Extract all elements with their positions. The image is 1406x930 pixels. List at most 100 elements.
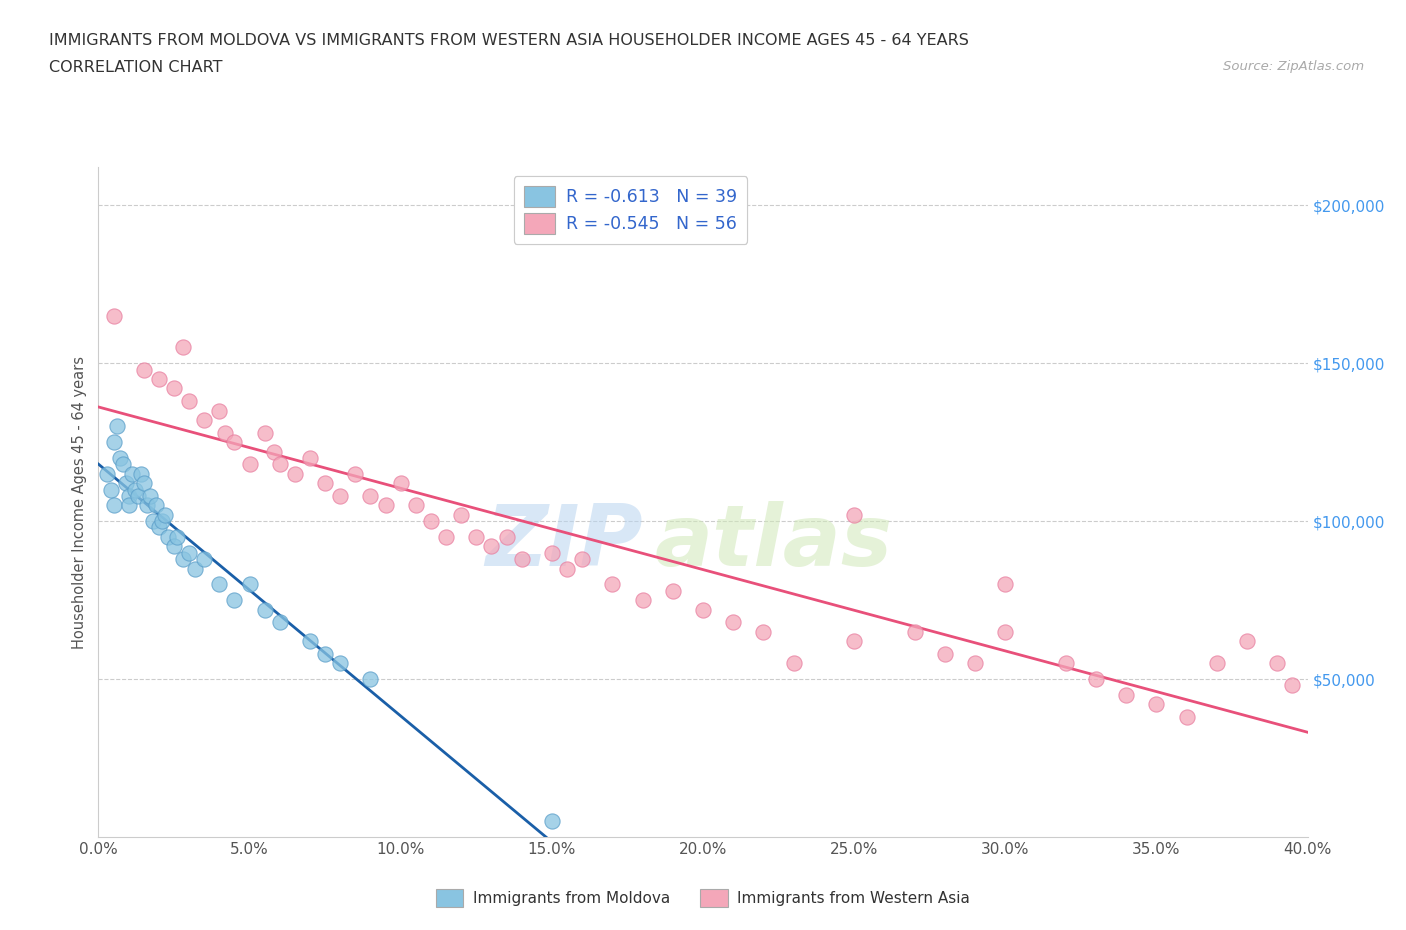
Point bbox=[450, 508, 472, 523]
Point bbox=[193, 413, 215, 428]
Legend: Immigrants from Moldova, Immigrants from Western Asia: Immigrants from Moldova, Immigrants from… bbox=[430, 884, 976, 913]
Point bbox=[284, 466, 307, 481]
Point bbox=[1267, 656, 1289, 671]
Point bbox=[172, 551, 194, 566]
Point bbox=[108, 450, 131, 465]
Point bbox=[1085, 671, 1108, 686]
Point bbox=[124, 482, 146, 497]
Point bbox=[465, 529, 488, 544]
Point bbox=[118, 498, 141, 512]
Point bbox=[723, 615, 745, 630]
Point bbox=[434, 529, 457, 544]
Point bbox=[208, 404, 231, 418]
Point bbox=[153, 508, 176, 523]
Point bbox=[374, 498, 396, 512]
Point bbox=[111, 457, 134, 472]
Legend: R = -0.613   N = 39, R = -0.545   N = 56: R = -0.613 N = 39, R = -0.545 N = 56 bbox=[513, 176, 747, 244]
Point bbox=[481, 539, 503, 554]
Point bbox=[103, 309, 125, 324]
Text: ZIP: ZIP bbox=[485, 501, 643, 584]
Point bbox=[1236, 633, 1258, 648]
Point bbox=[602, 577, 624, 591]
Point bbox=[782, 656, 804, 671]
Point bbox=[150, 513, 173, 528]
Point bbox=[1175, 710, 1198, 724]
Point bbox=[224, 434, 246, 449]
Point bbox=[193, 551, 215, 566]
Point bbox=[263, 445, 285, 459]
Point bbox=[239, 457, 262, 472]
Text: Source: ZipAtlas.com: Source: ZipAtlas.com bbox=[1223, 60, 1364, 73]
Point bbox=[1115, 687, 1137, 702]
Point bbox=[253, 602, 276, 617]
Point bbox=[420, 513, 443, 528]
Point bbox=[114, 476, 136, 491]
Text: atlas: atlas bbox=[655, 501, 893, 584]
Point bbox=[1054, 656, 1077, 671]
Point bbox=[965, 656, 987, 671]
Point bbox=[163, 539, 186, 554]
Point bbox=[540, 814, 562, 829]
Text: CORRELATION CHART: CORRELATION CHART bbox=[49, 60, 222, 75]
Point bbox=[344, 466, 367, 481]
Point bbox=[96, 466, 118, 481]
Point bbox=[145, 498, 167, 512]
Point bbox=[692, 602, 714, 617]
Point bbox=[179, 545, 201, 560]
Point bbox=[555, 561, 578, 576]
Point bbox=[1281, 678, 1303, 693]
Point bbox=[1144, 697, 1167, 711]
Point bbox=[163, 381, 186, 396]
Point bbox=[172, 340, 194, 355]
Point bbox=[100, 482, 122, 497]
Point bbox=[844, 633, 866, 648]
Point bbox=[148, 372, 170, 387]
Point bbox=[994, 624, 1017, 639]
Point bbox=[314, 646, 336, 661]
Point bbox=[135, 498, 157, 512]
Point bbox=[179, 393, 201, 408]
Point bbox=[389, 476, 412, 491]
Point bbox=[495, 529, 517, 544]
Point bbox=[253, 425, 276, 440]
Point bbox=[129, 466, 152, 481]
Point bbox=[156, 529, 179, 544]
Y-axis label: Householder Income Ages 45 - 64 years: Householder Income Ages 45 - 64 years bbox=[72, 355, 87, 649]
Point bbox=[139, 488, 162, 503]
Point bbox=[329, 656, 352, 671]
Point bbox=[103, 498, 125, 512]
Point bbox=[360, 488, 382, 503]
Point bbox=[299, 450, 322, 465]
Point bbox=[1206, 656, 1229, 671]
Point bbox=[631, 592, 654, 607]
Point bbox=[571, 551, 593, 566]
Point bbox=[224, 592, 246, 607]
Point bbox=[208, 577, 231, 591]
Point bbox=[127, 488, 149, 503]
Point bbox=[269, 457, 291, 472]
Point bbox=[214, 425, 236, 440]
Point bbox=[121, 466, 143, 481]
Point bbox=[510, 551, 533, 566]
Point bbox=[184, 561, 207, 576]
Point bbox=[904, 624, 927, 639]
Point bbox=[132, 476, 155, 491]
Point bbox=[118, 488, 141, 503]
Point bbox=[405, 498, 427, 512]
Point bbox=[269, 615, 291, 630]
Point bbox=[314, 476, 336, 491]
Point bbox=[661, 583, 683, 598]
Point bbox=[103, 434, 125, 449]
Point bbox=[844, 508, 866, 523]
Point bbox=[329, 488, 352, 503]
Point bbox=[934, 646, 956, 661]
Point bbox=[994, 577, 1017, 591]
Point bbox=[299, 633, 322, 648]
Point bbox=[105, 418, 128, 433]
Point bbox=[148, 520, 170, 535]
Point bbox=[142, 513, 165, 528]
Point bbox=[239, 577, 262, 591]
Point bbox=[360, 671, 382, 686]
Point bbox=[132, 362, 155, 377]
Point bbox=[540, 545, 562, 560]
